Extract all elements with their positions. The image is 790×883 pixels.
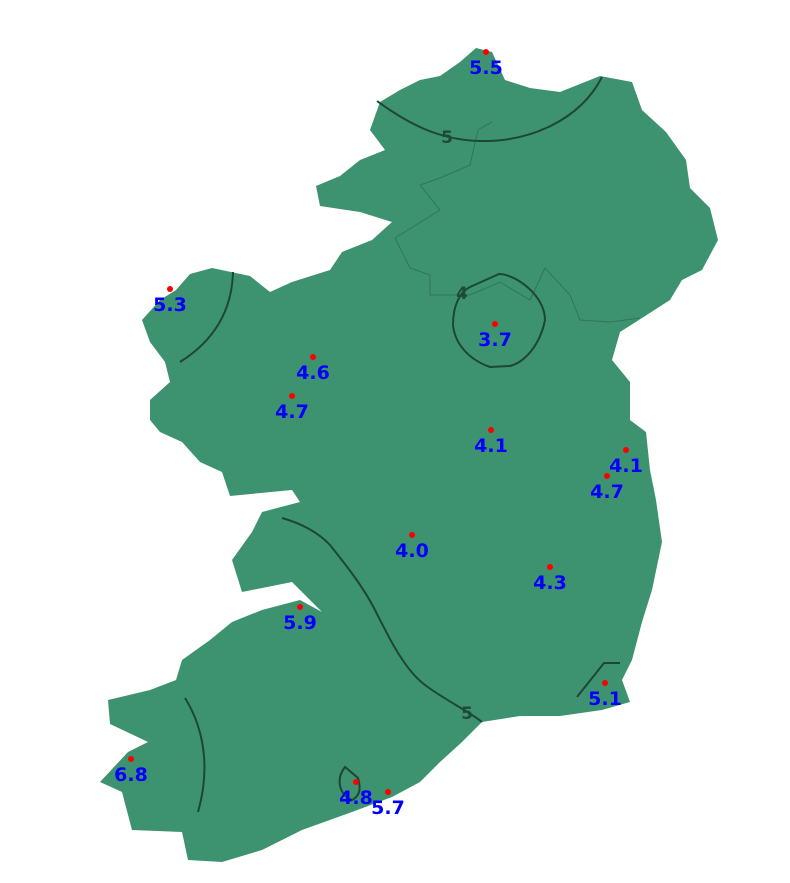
station-value-label: 4.1 [474, 435, 508, 457]
station-value-label: 5.7 [371, 797, 405, 819]
contour-label: 5 [461, 704, 473, 724]
station-dot [488, 427, 494, 433]
station-value-label: 4.8 [339, 787, 373, 809]
station-dot [167, 286, 173, 292]
contour-line-5-central [281, 517, 483, 723]
station-dot [547, 564, 553, 570]
station: 5.7 [371, 789, 405, 819]
station: 5.5 [469, 49, 503, 79]
station-dot [385, 789, 391, 795]
station: 6.8 [114, 756, 148, 786]
station-dot [289, 393, 295, 399]
station-value-label: 4.0 [395, 540, 429, 562]
station-value-label: 4.6 [296, 362, 330, 384]
contour-line-5-west [179, 271, 234, 363]
station: 4.1 [474, 427, 508, 457]
station-value-label: 6.8 [114, 764, 148, 786]
station: 4.7 [590, 473, 624, 503]
station: 5.1 [588, 680, 622, 710]
station-dot [483, 49, 489, 55]
station: 3.7 [478, 321, 512, 351]
station-dot [128, 756, 134, 762]
station-value-label: 4.3 [533, 572, 567, 594]
station-value-label: 4.1 [609, 455, 643, 477]
station: 4.1 [609, 447, 643, 477]
contour-label: 4 [456, 284, 468, 304]
station: 4.8 [339, 779, 373, 809]
station-value-label: 4.7 [590, 481, 624, 503]
station-value-label: 3.7 [478, 329, 512, 351]
station-dot [623, 447, 629, 453]
station-dot [602, 680, 608, 686]
station-value-label: 4.7 [275, 401, 309, 423]
ireland-landmass [100, 48, 718, 862]
station-dot [409, 532, 415, 538]
station: 4.6 [296, 354, 330, 384]
contour-line-5-south [338, 765, 361, 802]
station-value-label: 5.5 [469, 57, 503, 79]
station-dot [310, 354, 316, 360]
contour-line-4 [451, 272, 547, 369]
station-value-label: 5.9 [283, 612, 317, 634]
station-dot [492, 321, 498, 327]
station-dot [604, 473, 610, 479]
station: 5.9 [283, 604, 317, 634]
station-dot [353, 779, 359, 785]
station: 4.7 [275, 393, 309, 423]
contour-label: 5 [441, 128, 453, 148]
station: 4.0 [395, 532, 429, 562]
station: 4.3 [533, 564, 567, 594]
contour-line-5-north [376, 76, 603, 143]
contour-line-6-southwest [184, 697, 206, 813]
border-line [394, 121, 641, 323]
station: 5.3 [153, 286, 187, 316]
station-value-label: 5.1 [588, 688, 622, 710]
station-value-label: 5.3 [153, 294, 187, 316]
contour-line-5-southeast [576, 662, 620, 698]
station-dot [297, 604, 303, 610]
